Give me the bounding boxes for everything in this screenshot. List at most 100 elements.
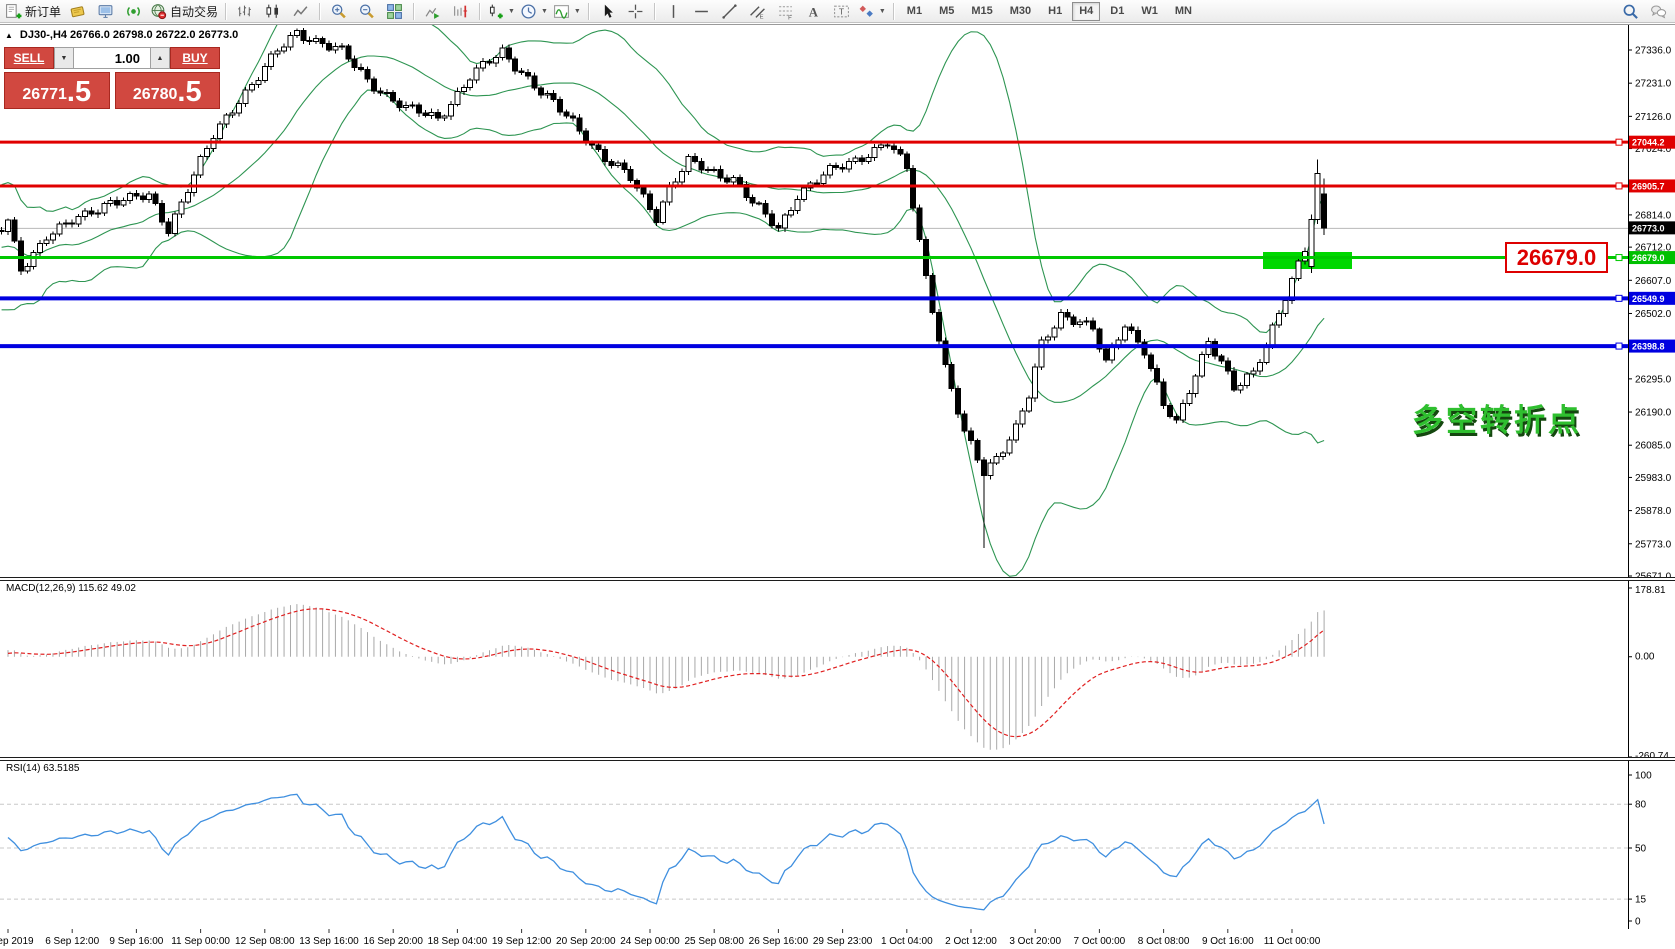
chevron-down-icon[interactable]: ▼ [573, 7, 581, 15]
channel-icon: E [749, 3, 766, 20]
hline-handle[interactable] [1615, 182, 1623, 190]
hline-handle[interactable] [1615, 294, 1623, 302]
price-tag-text: 26398.8 [1632, 342, 1665, 352]
time-tick-label: 26 Sep 16:00 [749, 936, 809, 947]
sell-button[interactable]: SELL [4, 47, 54, 69]
profiles-button[interactable]: ▼ [518, 1, 550, 21]
globe-icon [150, 3, 167, 20]
pane-divider[interactable] [0, 757, 1675, 761]
volume-increment-button[interactable]: ▲ [150, 47, 170, 69]
hline-handle[interactable] [1615, 342, 1623, 350]
macd-tick-label: 178.81 [1635, 585, 1666, 596]
price-chart-pane[interactable]: 27336.0 27231.0 27126.0 27024.0 26814.0 26712… [0, 25, 1675, 578]
line-chart-button[interactable] [287, 1, 314, 21]
volume-decrement-button[interactable]: ▼ [54, 47, 74, 69]
hline-handle[interactable] [1615, 138, 1623, 146]
new-chart-button[interactable]: ▼ [485, 1, 517, 21]
zoom-out-button[interactable] [353, 1, 380, 21]
timeframe-m15-button[interactable]: M15 [971, 4, 993, 17]
timeframe-d1-button[interactable]: D1 [1110, 4, 1125, 17]
price-tick-label: 26502.0 [1635, 309, 1672, 320]
fibonacci-button[interactable]: F [772, 1, 799, 21]
search-button[interactable] [1617, 1, 1644, 21]
pane-divider[interactable] [0, 577, 1675, 581]
sell-price-button[interactable]: 26771.5 [4, 72, 110, 109]
crosshair-icon [627, 3, 644, 20]
sell-price-dec: .5 [66, 76, 92, 108]
toolbar-separator [479, 2, 481, 20]
text-button[interactable]: A [800, 1, 827, 21]
timeframe-w1-button[interactable]: W1 [1141, 4, 1158, 17]
time-tick-label: 11 Oct 00:00 [1264, 936, 1321, 947]
yellow-box-icon [69, 3, 86, 20]
collapse-triangle-icon[interactable]: ▲ [5, 30, 13, 40]
rsi-pane[interactable]: 100 80 50 15 0 [0, 761, 1675, 929]
time-tick-label: 18 Sep 04:00 [428, 936, 488, 947]
time-tick-label: 2 Oct 12:00 [945, 936, 997, 947]
time-tick-label: 3 Oct 20:00 [1009, 936, 1061, 947]
new-order-button[interactable]: 新订单 [3, 1, 63, 21]
level-price-callout[interactable]: 26679.0 [1505, 242, 1608, 273]
time-tick-label: 9 Sep 16:00 [109, 936, 163, 947]
buy-button[interactable]: BUY [170, 47, 220, 69]
time-tick-label: 9 Oct 16:00 [1202, 936, 1254, 947]
price-tag-text: 27044.2 [1632, 138, 1665, 148]
rsi-tick-label: 80 [1635, 800, 1647, 811]
candlesticks [0, 27, 1328, 548]
market-watch-button[interactable] [64, 1, 91, 21]
chevron-down-icon[interactable]: ▼ [878, 7, 886, 15]
main-toolbar: 新订单 自动交易 ▼ ▼ ▼ E F A T ▼ M1 M5 M15 M30 H1 H4 D1 W1 MN [0, 0, 1675, 23]
turning-point-annotation[interactable]: 多空转折点 [1412, 403, 1582, 438]
macd-pane[interactable]: 178.81 0.00 -260.74 [0, 581, 1675, 758]
auto-scroll-button[interactable] [419, 1, 446, 21]
indicators-button[interactable]: ▼ [551, 1, 583, 21]
signals-button[interactable] [120, 1, 147, 21]
search-icon [1622, 3, 1639, 20]
vertical-line-button[interactable] [660, 1, 687, 21]
hline-handle[interactable] [1615, 254, 1623, 262]
time-axis[interactable]: 5 Sep 2019 6 Sep 12:00 9 Sep 16:00 11 Sep 0… [0, 929, 1675, 949]
bollinger-lower-band [1, 89, 1325, 577]
tile-windows-button[interactable] [381, 1, 408, 21]
timeframe-h1-button[interactable]: H1 [1048, 4, 1063, 17]
price-tick-label: 26085.0 [1635, 441, 1672, 452]
bollinger-middle-band [1, 55, 1325, 403]
buy-price-button[interactable]: 26780.5 [114, 72, 220, 109]
time-tick-label: 7 Oct 00:00 [1074, 936, 1126, 947]
volume-input[interactable] [74, 47, 150, 69]
time-tick-label: 6 Sep 12:00 [45, 936, 99, 947]
timeframe-m1-button[interactable]: M1 [906, 4, 923, 17]
chevron-down-icon[interactable]: ▼ [540, 7, 548, 15]
macd-signal-line [7, 608, 1325, 738]
timeframe-m5-button[interactable]: M5 [939, 4, 955, 17]
horizontal-line-button[interactable] [688, 1, 715, 21]
toolbar-separator [653, 2, 655, 20]
shapes-button[interactable]: ▼ [856, 1, 888, 21]
svg-text:E: E [759, 14, 763, 20]
price-tick-label: 26814.0 [1635, 210, 1672, 221]
price-tick-label: 26295.0 [1635, 374, 1672, 385]
candle-chart-button[interactable] [259, 1, 286, 21]
autotrading-button[interactable]: 自动交易 [148, 1, 220, 21]
price-tick-label: 26712.0 [1635, 243, 1672, 254]
zoom-in-button[interactable] [325, 1, 352, 21]
price-tag-26398.8 [1629, 339, 1675, 353]
text-label-button[interactable]: T [828, 1, 855, 21]
time-tick-label: 24 Sep 00:00 [620, 936, 680, 947]
chart-shift-button[interactable] [447, 1, 474, 21]
timeframe-h4-button[interactable]: H4 [1072, 1, 1101, 21]
bar-chart-button[interactable] [231, 1, 258, 21]
newchart-icon [487, 3, 504, 20]
equidistant-channel-button[interactable]: E [744, 1, 771, 21]
trendline-button[interactable] [716, 1, 743, 21]
rsi-line [7, 793, 1325, 911]
chevron-down-icon[interactable]: ▼ [508, 7, 515, 15]
cursor-button[interactable] [594, 1, 621, 21]
shapes-icon [858, 3, 875, 20]
toolbar-separator [319, 2, 321, 20]
chat-button[interactable] [1645, 1, 1672, 21]
timeframe-mn-button[interactable]: MN [1174, 4, 1192, 17]
timeframe-m30-button[interactable]: M30 [1009, 4, 1032, 17]
navigator-button[interactable] [92, 1, 119, 21]
crosshair-button[interactable] [622, 1, 649, 21]
